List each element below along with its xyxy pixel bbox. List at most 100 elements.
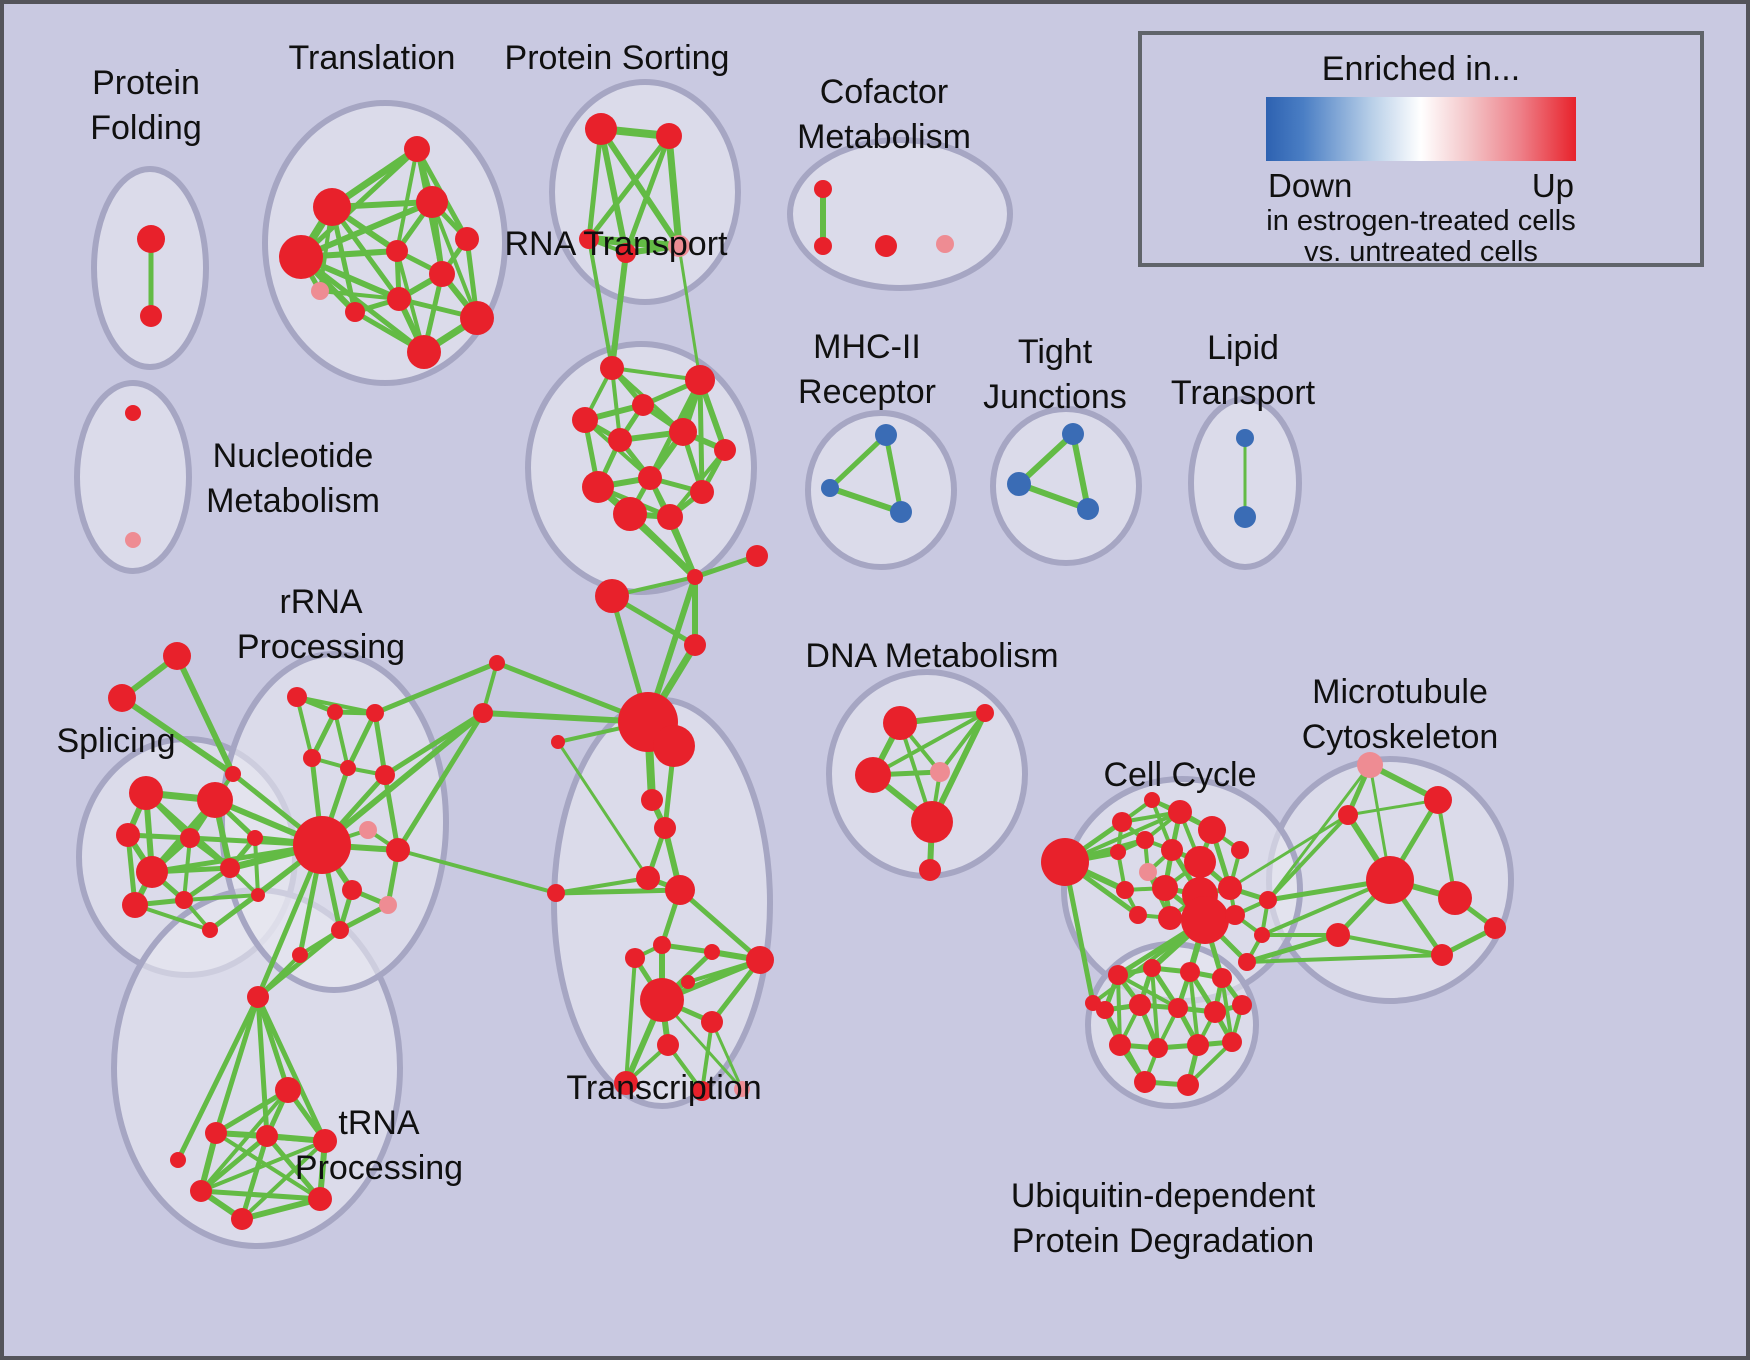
node-u5[interactable]: [1096, 1001, 1114, 1019]
edge-sp7-sp10[interactable]: [182, 893, 260, 902]
node-br2[interactable]: [1254, 927, 1270, 943]
edge-tr3-tr7[interactable]: [239, 1133, 270, 1222]
node-tr1[interactable]: [275, 1077, 301, 1103]
edge-t8-t9[interactable]: [318, 289, 401, 301]
node-sp3[interactable]: [116, 823, 140, 847]
node-rt6[interactable]: [669, 418, 697, 446]
node-u12[interactable]: [1187, 1034, 1209, 1056]
edge-mid2-rr8[interactable]: [395, 710, 486, 853]
node-tc11[interactable]: [701, 1011, 723, 1033]
edge-tr1-tr5[interactable]: [199, 1088, 290, 1193]
node-rr7[interactable]: [359, 821, 377, 839]
node-rt2[interactable]: [685, 365, 715, 395]
edge-ps4-rt1[interactable]: [609, 250, 629, 371]
node-mt6[interactable]: [1326, 923, 1350, 947]
edge-cc14-mt3[interactable]: [1228, 813, 1350, 890]
node-sp4[interactable]: [180, 828, 200, 848]
edge-br1-mt3[interactable]: [1266, 813, 1350, 902]
node-tl2[interactable]: [547, 884, 565, 902]
node-tr7[interactable]: [231, 1208, 253, 1230]
node-t1[interactable]: [404, 136, 430, 162]
node-l2[interactable]: [1234, 506, 1256, 528]
edge-x1-x3[interactable]: [174, 653, 236, 777]
node-tr4[interactable]: [313, 1129, 337, 1153]
node-t5[interactable]: [455, 227, 479, 251]
node-u6[interactable]: [1129, 994, 1151, 1016]
node-tc1[interactable]: [641, 789, 663, 811]
edge-tj1-tj3[interactable]: [1070, 431, 1091, 512]
node-u2[interactable]: [1143, 959, 1161, 977]
node-tj3[interactable]: [1077, 498, 1099, 520]
edge-tr3-tr6[interactable]: [264, 1133, 323, 1202]
edge-tc11-tc14[interactable]: [700, 1020, 714, 1093]
edge-rt8-ch1[interactable]: [595, 484, 698, 580]
node-sp1[interactable]: [129, 776, 163, 810]
node-ps3[interactable]: [579, 229, 599, 249]
node-t3[interactable]: [416, 186, 448, 218]
edge-sp9-sp10[interactable]: [253, 836, 260, 897]
node-t10[interactable]: [460, 301, 494, 335]
node-tr5[interactable]: [190, 1180, 212, 1202]
edge-trleft-trtop[interactable]: [175, 994, 261, 1163]
node-d2[interactable]: [976, 704, 994, 722]
node-t6[interactable]: [386, 240, 408, 262]
node-u1[interactable]: [1108, 965, 1128, 985]
node-pf1[interactable]: [137, 225, 165, 253]
edge-ps1-ps3[interactable]: [586, 126, 604, 242]
node-cm1[interactable]: [814, 180, 832, 198]
edge-ps1-ps4[interactable]: [598, 126, 629, 256]
edge-tc4-tc8[interactable]: [677, 887, 763, 963]
node-cc18[interactable]: [1225, 905, 1245, 925]
node-rt1[interactable]: [600, 356, 624, 380]
node-pf2[interactable]: [140, 305, 162, 327]
edge-rr2-rr5[interactable]: [333, 710, 350, 770]
node-cc14[interactable]: [1218, 876, 1242, 900]
node-tj2[interactable]: [1007, 472, 1031, 496]
node-cc10[interactable]: [1139, 863, 1157, 881]
edge-trtop-tr3[interactable]: [255, 994, 270, 1139]
edge-m1-m3[interactable]: [883, 432, 904, 515]
node-u13[interactable]: [1222, 1032, 1242, 1052]
node-tc2[interactable]: [654, 817, 676, 839]
node-m1[interactable]: [875, 424, 897, 446]
node-mt5[interactable]: [1438, 881, 1472, 915]
node-tc15[interactable]: [734, 1081, 750, 1097]
node-mt1[interactable]: [1357, 752, 1383, 778]
edge-tr4-tr5[interactable]: [199, 1139, 327, 1193]
node-t7[interactable]: [429, 261, 455, 287]
node-tc13[interactable]: [614, 1071, 638, 1095]
node-d5[interactable]: [911, 801, 953, 843]
edge-rr1-rr4[interactable]: [295, 695, 314, 760]
node-u9[interactable]: [1232, 995, 1252, 1015]
edge-rr6-rr8[interactable]: [382, 772, 401, 853]
node-cc12[interactable]: [1152, 875, 1178, 901]
node-tc4[interactable]: [665, 875, 695, 905]
node-mt3[interactable]: [1338, 805, 1358, 825]
node-cc17[interactable]: [1181, 896, 1229, 944]
node-tr2[interactable]: [205, 1122, 227, 1144]
edge-ps2-ps4[interactable]: [623, 133, 672, 256]
edge-mt2-mt3[interactable]: [1346, 798, 1440, 817]
node-t2[interactable]: [313, 188, 351, 226]
node-rt7[interactable]: [714, 439, 736, 461]
edge-tr3-tr5[interactable]: [198, 1133, 270, 1194]
node-rr2[interactable]: [327, 704, 343, 720]
node-mt8[interactable]: [1484, 917, 1506, 939]
edge-mid2-rrh[interactable]: [319, 710, 486, 848]
node-tc3[interactable]: [636, 866, 660, 890]
edge-rr10-rr11[interactable]: [337, 902, 391, 933]
node-t9[interactable]: [387, 287, 411, 311]
node-m2[interactable]: [821, 479, 839, 497]
node-rr5[interactable]: [340, 760, 356, 776]
node-cm2[interactable]: [814, 237, 832, 255]
node-mid2[interactable]: [473, 703, 493, 723]
node-x3[interactable]: [225, 766, 241, 782]
edge-tr1-tr2[interactable]: [213, 1087, 291, 1136]
node-d3[interactable]: [855, 757, 891, 793]
edge-tl2-tc4[interactable]: [553, 887, 683, 896]
node-u15[interactable]: [1177, 1074, 1199, 1096]
node-cc9[interactable]: [1184, 846, 1216, 878]
node-sp9[interactable]: [247, 830, 263, 846]
node-t12[interactable]: [345, 302, 365, 322]
node-ps2[interactable]: [656, 123, 682, 149]
